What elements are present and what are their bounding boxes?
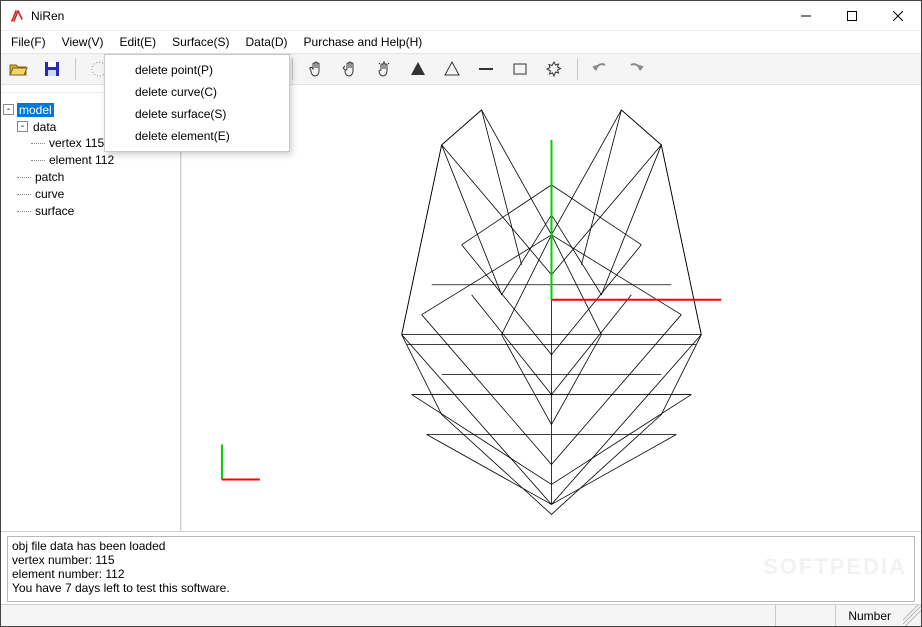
hand-left-icon[interactable] — [337, 56, 363, 82]
wireframe-canvas — [182, 85, 921, 524]
redo-icon[interactable] — [622, 56, 648, 82]
watermark: SOFTPEDIA — [763, 554, 907, 580]
menu-edit[interactable]: Edit(E) — [111, 33, 164, 51]
rect-icon[interactable] — [507, 56, 533, 82]
app-window: NiRen File(F) View(V) Edit(E) Surface(S)… — [0, 0, 922, 627]
tree-patch[interactable]: patch — [3, 168, 178, 185]
tree-element[interactable]: element 112 — [3, 151, 178, 168]
toolbar-separator — [577, 58, 578, 80]
hand-rays-icon[interactable] — [371, 56, 397, 82]
tree-view[interactable]: -model -data vertex 115 element 112 patc… — [1, 97, 180, 531]
tree-data-label[interactable]: data — [31, 120, 58, 134]
menu-view[interactable]: View(V) — [54, 33, 112, 51]
app-title: NiRen — [31, 9, 783, 23]
tree-curve-label[interactable]: curve — [33, 187, 66, 201]
dd-delete-point[interactable]: delete point(P) — [105, 59, 289, 81]
triangle-fill-icon[interactable] — [405, 56, 431, 82]
tree-toggle-icon[interactable]: - — [3, 104, 14, 115]
tree-surface[interactable]: surface — [3, 202, 178, 219]
menu-surface[interactable]: Surface(S) — [164, 33, 237, 51]
status-cell-empty — [775, 605, 835, 626]
open-icon[interactable] — [5, 56, 31, 82]
resize-grip-icon[interactable] — [903, 605, 921, 626]
tree-toggle-icon[interactable]: - — [17, 121, 28, 132]
triangle-outline-icon[interactable] — [439, 56, 465, 82]
burst-icon[interactable] — [541, 56, 567, 82]
tree-element-label[interactable]: element 112 — [47, 153, 116, 167]
maximize-button[interactable] — [829, 1, 875, 31]
tree-vertex-label[interactable]: vertex 115 — [47, 136, 106, 150]
line-icon[interactable] — [473, 56, 499, 82]
edit-dropdown: delete point(P) delete curve(C) delete s… — [104, 54, 290, 152]
menu-data[interactable]: Data(D) — [238, 33, 296, 51]
menu-help[interactable]: Purchase and Help(H) — [296, 33, 431, 51]
toolbar-separator — [292, 58, 293, 80]
tree-curve[interactable]: curve — [3, 185, 178, 202]
dd-delete-curve[interactable]: delete curve(C) — [105, 81, 289, 103]
app-icon — [9, 8, 25, 24]
menu-file[interactable]: File(F) — [3, 33, 54, 51]
dd-delete-element[interactable]: delete element(E) — [105, 125, 289, 147]
save-icon[interactable] — [39, 56, 65, 82]
dd-delete-surface[interactable]: delete surface(S) — [105, 103, 289, 125]
menu-bar: File(F) View(V) Edit(E) Surface(S) Data(… — [1, 31, 921, 53]
tree-root-label[interactable]: model — [17, 103, 54, 117]
minimize-button[interactable] — [783, 1, 829, 31]
tree-surface-label[interactable]: surface — [33, 204, 76, 218]
viewport-3d[interactable] — [181, 85, 921, 531]
close-button[interactable] — [875, 1, 921, 31]
toolbar-separator — [75, 58, 76, 80]
tree-patch-label[interactable]: patch — [33, 170, 66, 184]
undo-icon[interactable] — [588, 56, 614, 82]
status-number-label: Number — [835, 605, 903, 626]
hand-icon[interactable] — [303, 56, 329, 82]
window-controls — [783, 1, 921, 31]
status-bar: Number — [1, 604, 921, 626]
title-bar: NiRen — [1, 1, 921, 31]
